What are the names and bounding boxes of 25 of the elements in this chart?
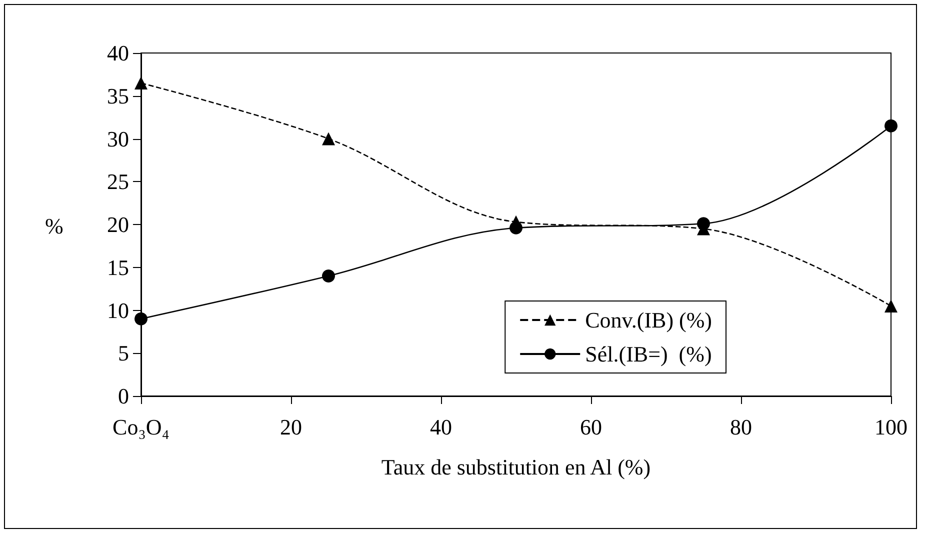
y-tick-label: 30 [107, 126, 129, 152]
y-tick-label: 15 [107, 254, 129, 280]
y-axis-title: % [45, 214, 64, 238]
point [322, 132, 335, 146]
y-tick-label: 20 [107, 212, 129, 237]
y-tick-label: 5 [118, 340, 129, 366]
point [322, 269, 335, 282]
y-tick-label: 25 [107, 169, 129, 194]
y-tick-label: 0 [118, 384, 129, 408]
point [134, 76, 148, 90]
x-tick-label: Co₃O₄ [112, 414, 170, 440]
y-tick-label: 10 [107, 298, 129, 323]
x-tick-label: 20 [280, 414, 302, 440]
x-tick-label: 40 [430, 414, 452, 440]
x-tick-label: 80 [730, 414, 752, 440]
point [884, 299, 898, 312]
point [134, 312, 148, 326]
y-tick-label: 40 [107, 40, 129, 66]
legend-label: Conv.(IB) (%) [585, 308, 712, 332]
x-tick-label: 60 [580, 414, 602, 440]
x-axis-title: Taux de substitution en Al (%) [381, 454, 651, 480]
y-tick-label: 35 [107, 83, 129, 108]
legend-label: Sél.(IB=) (%) [585, 342, 712, 366]
point [884, 119, 898, 132]
x-tick-label: 100 [874, 414, 908, 440]
